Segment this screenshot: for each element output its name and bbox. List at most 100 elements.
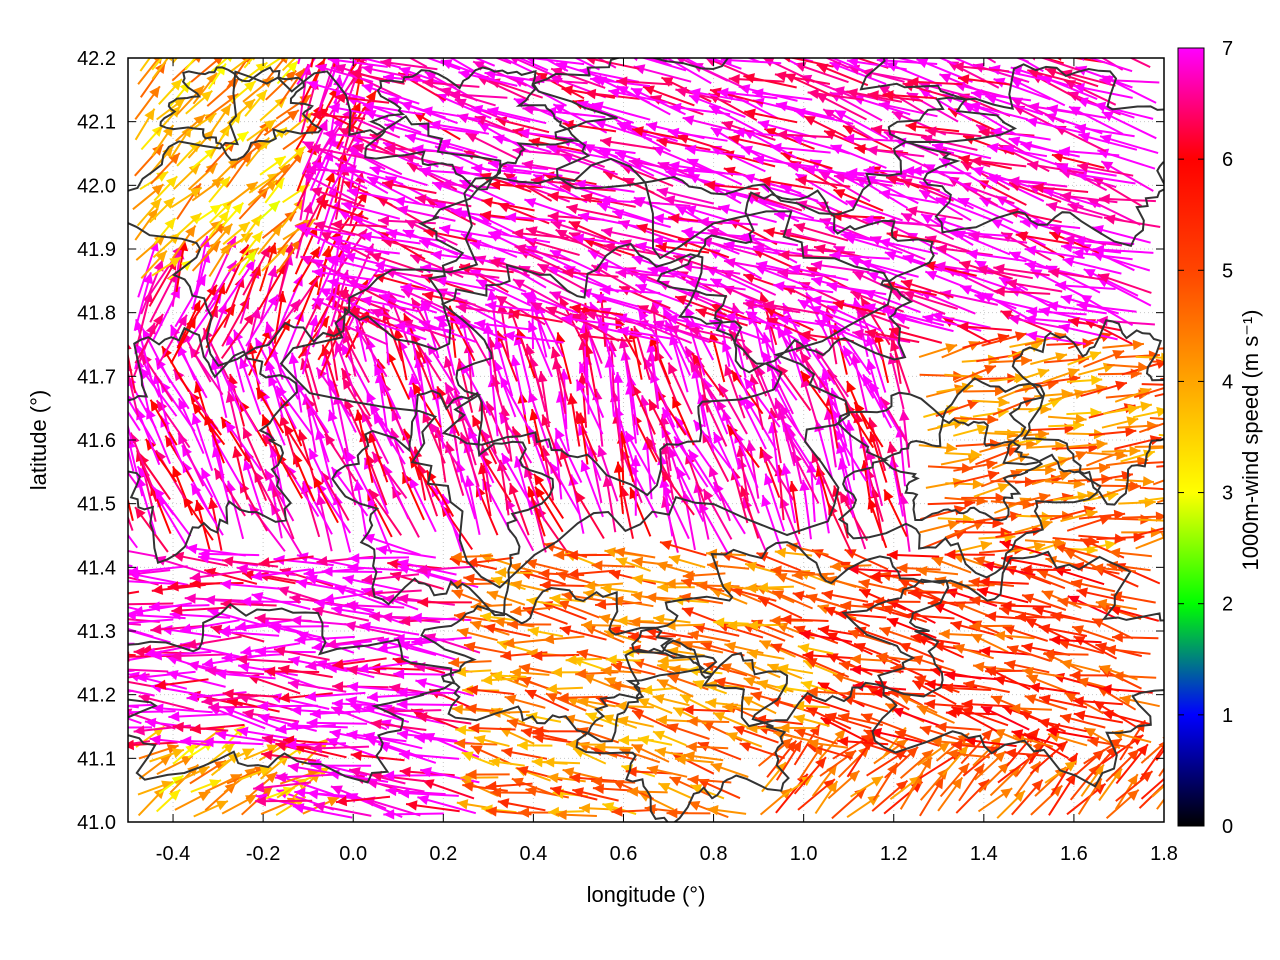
wind-vector bbox=[128, 629, 171, 644]
wind-vector-head bbox=[910, 632, 922, 643]
wind-vector-head bbox=[779, 404, 791, 417]
wind-vector bbox=[128, 446, 135, 472]
wind-vector-head bbox=[1028, 682, 1041, 693]
wind-vector-head bbox=[267, 294, 278, 307]
wind-vector-head bbox=[525, 689, 537, 700]
wind-vector-head bbox=[800, 371, 812, 383]
wind-vector-head bbox=[600, 583, 612, 595]
wind-vector-head bbox=[860, 259, 872, 270]
wind-vector-head bbox=[472, 415, 482, 428]
wind-vector-head bbox=[1037, 368, 1050, 379]
wind-vector-head bbox=[512, 228, 524, 239]
wind-vector-head bbox=[682, 704, 694, 716]
wind-vector-head bbox=[696, 580, 708, 591]
wind-vector-head bbox=[337, 289, 349, 300]
wind-vector-head bbox=[591, 101, 604, 112]
wind-vector-head bbox=[685, 306, 695, 319]
wind-vector-head bbox=[398, 788, 410, 799]
wind-vector-head bbox=[804, 164, 816, 176]
wind-vector-head bbox=[555, 428, 565, 440]
wind-vector-head bbox=[668, 161, 680, 172]
wind-vector-head bbox=[722, 702, 734, 713]
wind-vector-head bbox=[979, 646, 991, 657]
wind-vector bbox=[1158, 767, 1164, 777]
wind-vector-head bbox=[810, 260, 823, 271]
wind-vector-head bbox=[776, 129, 788, 141]
wind-vector-head bbox=[585, 712, 598, 723]
wind-vector-head bbox=[1067, 595, 1080, 606]
wind-vector bbox=[1140, 741, 1164, 764]
wind-vector-head bbox=[939, 73, 952, 84]
wind-vector-head bbox=[300, 255, 313, 266]
wind-vector-head bbox=[465, 703, 477, 714]
wind-vector-head bbox=[440, 87, 452, 97]
wind-vector-head bbox=[387, 558, 399, 570]
wind-vector-head bbox=[532, 726, 544, 737]
wind-vector-head bbox=[474, 115, 487, 126]
wind-vector-head bbox=[631, 255, 644, 266]
wind-vector-head bbox=[309, 143, 321, 155]
wind-vector-head bbox=[969, 621, 981, 632]
wind-vector-head bbox=[1019, 710, 1032, 721]
wind-vector-head bbox=[836, 442, 847, 455]
wind-vector-head bbox=[133, 725, 145, 736]
wind-vector-head bbox=[968, 577, 980, 588]
wind-vector-head bbox=[370, 308, 383, 319]
wind-vector bbox=[296, 58, 317, 85]
wind-vector-head bbox=[367, 177, 380, 187]
wind-vector-head bbox=[342, 377, 353, 390]
wind-vector-head bbox=[164, 218, 176, 230]
wind-vector-head bbox=[945, 442, 958, 453]
wind-vector-head bbox=[660, 540, 672, 551]
wind-vector-head bbox=[850, 290, 863, 301]
wind-vector-head bbox=[242, 748, 254, 759]
wind-vector-head bbox=[1098, 193, 1110, 205]
wind-vector-head bbox=[997, 407, 1009, 418]
wind-vector-head bbox=[557, 692, 569, 703]
wind-vector-head bbox=[205, 163, 218, 175]
wind-vector-head bbox=[1046, 301, 1059, 312]
wind-vector-head bbox=[867, 795, 880, 806]
wind-vector-head bbox=[615, 313, 628, 324]
wind-vector-head bbox=[1059, 470, 1072, 481]
wind-vector-head bbox=[728, 74, 740, 85]
wind-vector-head bbox=[728, 134, 741, 145]
wind-vector-head bbox=[132, 606, 144, 617]
wind-vector-head bbox=[396, 205, 409, 216]
wind-vector-head bbox=[485, 806, 497, 817]
wind-vector bbox=[1156, 798, 1164, 810]
wind-vector-head bbox=[169, 257, 182, 268]
wind-vector-head bbox=[803, 116, 816, 126]
wind-vector-head bbox=[704, 180, 716, 191]
wind-vector-head bbox=[646, 341, 657, 353]
wind-vector-head bbox=[313, 220, 326, 231]
wind-vector-head bbox=[1074, 123, 1087, 134]
wind-vector-head bbox=[957, 321, 969, 332]
wind-vector-head bbox=[411, 636, 423, 647]
wind-vector-head bbox=[820, 717, 833, 728]
wind-vector-head bbox=[987, 142, 999, 153]
wind-vector-head bbox=[625, 431, 636, 444]
wind-vector-head bbox=[826, 632, 838, 643]
wind-vector-head bbox=[261, 734, 274, 745]
wind-vector-head bbox=[567, 550, 578, 561]
wind-vector-head bbox=[622, 647, 634, 658]
wind-vector-head bbox=[258, 557, 270, 568]
wind-vector-head bbox=[788, 161, 800, 173]
wind-vector-head bbox=[1042, 187, 1055, 198]
wind-vector-head bbox=[389, 683, 401, 694]
wind-vector-head bbox=[465, 133, 478, 143]
wind-vector-head bbox=[363, 702, 375, 714]
wind-vector-head bbox=[797, 299, 810, 310]
wind-vector-head bbox=[876, 652, 888, 663]
wind-vector-head bbox=[489, 179, 501, 191]
wind-vector-head bbox=[817, 625, 830, 636]
wind-vector-head bbox=[1008, 766, 1021, 778]
wind-vector-head bbox=[802, 650, 814, 661]
wind-vector-head bbox=[264, 469, 275, 482]
wind-vector-head bbox=[275, 741, 287, 752]
wind-vector-head bbox=[419, 165, 432, 177]
wind-vector-head bbox=[713, 712, 726, 722]
wind-vector-head bbox=[186, 692, 198, 703]
